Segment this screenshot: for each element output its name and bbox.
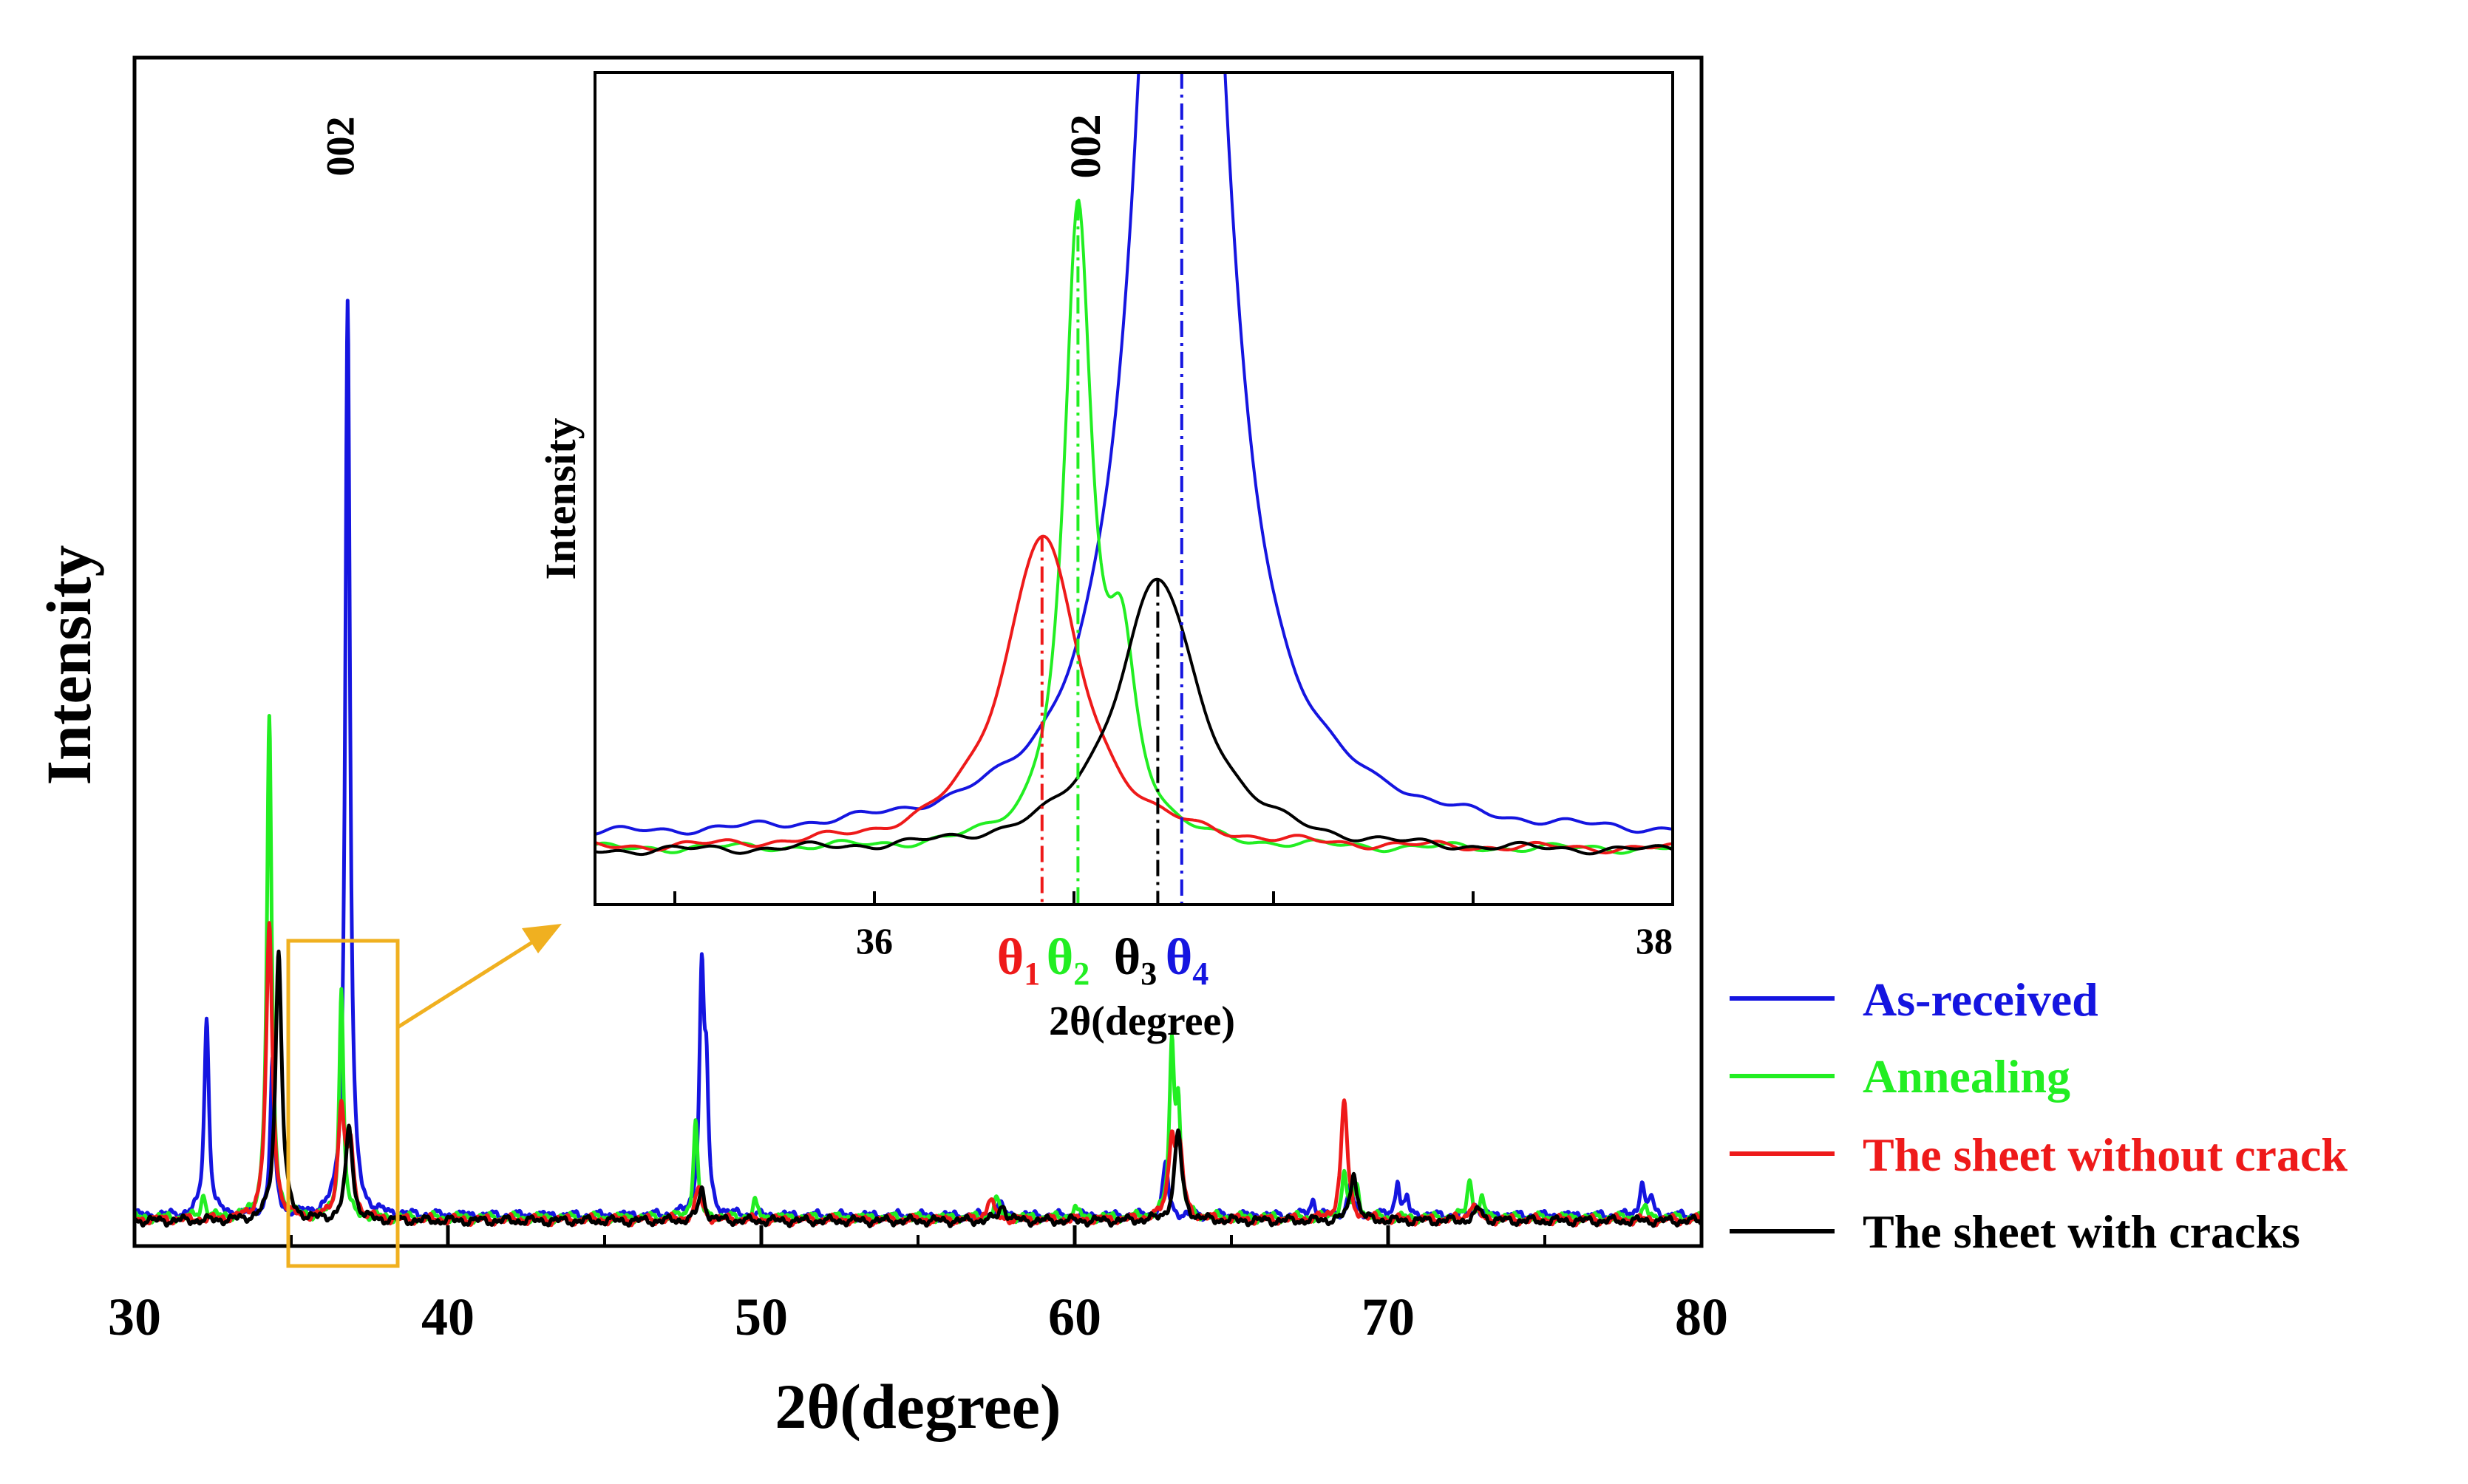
legend-item-as-received: As-received xyxy=(1730,973,2098,1026)
legend-item-with-cracks: The sheet with cracks xyxy=(1730,1205,2300,1258)
zoom-arrow-head xyxy=(522,924,562,953)
zoom-region-box xyxy=(286,939,400,1268)
legend-item-annealing: Annealing xyxy=(1730,1050,2070,1103)
inset-theta-label-2: θ2 xyxy=(1047,929,1090,992)
inset-series-as-received xyxy=(595,72,1673,836)
legend-label-annealing: Annealing xyxy=(1863,1050,2070,1103)
inset-theta-label-1: θ1 xyxy=(997,929,1041,992)
main-x-tick-label-30: 30 xyxy=(108,1287,161,1347)
main-x-ticks: 30 40 50 60 70 80 xyxy=(108,1225,1728,1347)
main-curves xyxy=(132,299,1704,1228)
main-x-axis-label: 2θ(degree) xyxy=(775,1371,1061,1442)
main-plot: 30 40 50 60 70 80 2θ(degree) Intensity 002 xyxy=(33,55,1728,1442)
inset-background xyxy=(595,72,1673,905)
legend-label-as-received: As-received xyxy=(1863,973,2098,1026)
inset-plot-frame xyxy=(594,71,1674,906)
inset-series-the-sheet-with-cracks xyxy=(595,577,1673,857)
inset-peak-label-002: 002 xyxy=(1061,115,1109,179)
inset-theta-labels: θ1 θ2 θ3 θ4 xyxy=(997,929,1209,992)
legend-label-without-crack: The sheet without crack xyxy=(1863,1129,2348,1181)
inset-curves xyxy=(595,72,1673,857)
legend: As-received Annealing The sheet without … xyxy=(1730,973,2348,1258)
inset-x-tick-label-36: 36 xyxy=(856,920,893,961)
inset-peak-reference-lines xyxy=(1040,72,1183,905)
inset-plot: 36 38 Intensity 002 θ1 θ2 θ3 θ4 2θ(degree) xyxy=(537,71,1674,1044)
inset-x-tick-label-38: 38 xyxy=(1636,920,1673,961)
main-series-the-sheet-without-crack xyxy=(132,921,1704,1228)
inset-y-axis-label: Intensity xyxy=(537,418,585,579)
main-y-axis-label: Intensity xyxy=(33,545,104,786)
main-x-tick-label-80: 80 xyxy=(1675,1287,1728,1347)
inset-theta-label-4: θ4 xyxy=(1166,929,1209,992)
main-x-tick-label-60: 60 xyxy=(1048,1287,1101,1347)
main-x-tick-label-50: 50 xyxy=(735,1287,788,1347)
legend-item-without-crack: The sheet without crack xyxy=(1730,1129,2348,1181)
main-x-tick-label-40: 40 xyxy=(421,1287,475,1347)
zoom-arrow-line xyxy=(396,936,540,1029)
inset-x-ticks: 36 38 xyxy=(673,891,1674,961)
main-peak-label-002: 002 xyxy=(319,117,363,177)
inset-x-axis-label: 2θ(degree) xyxy=(1049,998,1235,1044)
main-x-tick-label-70: 70 xyxy=(1362,1287,1415,1347)
main-series-the-sheet-with-cracks xyxy=(132,949,1703,1228)
inset-theta-label-3: θ3 xyxy=(1114,929,1157,992)
legend-label-with-cracks: The sheet with cracks xyxy=(1863,1205,2300,1258)
